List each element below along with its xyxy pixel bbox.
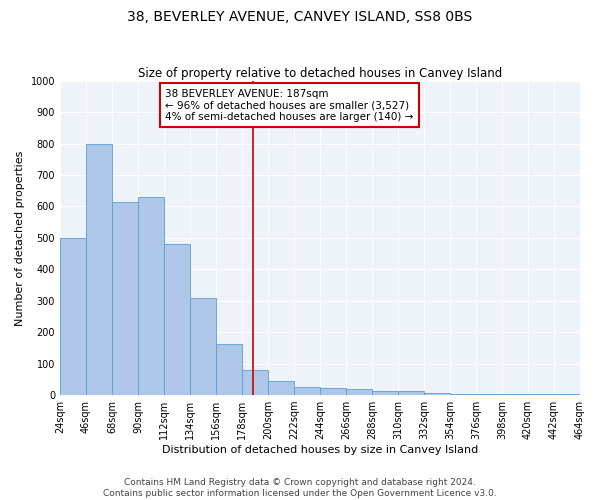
Bar xyxy=(138,197,164,395)
Bar xyxy=(372,391,398,395)
Bar xyxy=(112,202,138,395)
Bar xyxy=(398,392,424,395)
Bar xyxy=(294,387,320,395)
Bar xyxy=(502,394,528,395)
Bar xyxy=(320,388,346,395)
Text: Contains HM Land Registry data © Crown copyright and database right 2024.
Contai: Contains HM Land Registry data © Crown c… xyxy=(103,478,497,498)
Bar xyxy=(60,238,86,395)
Bar xyxy=(190,298,216,395)
Bar xyxy=(346,389,372,395)
Bar xyxy=(164,244,190,395)
Bar xyxy=(86,144,112,395)
Text: 38 BEVERLEY AVENUE: 187sqm
← 96% of detached houses are smaller (3,527)
4% of se: 38 BEVERLEY AVENUE: 187sqm ← 96% of deta… xyxy=(165,88,413,122)
Bar xyxy=(528,394,554,395)
Y-axis label: Number of detached properties: Number of detached properties xyxy=(15,150,25,326)
Bar xyxy=(476,394,502,395)
Title: Size of property relative to detached houses in Canvey Island: Size of property relative to detached ho… xyxy=(138,66,502,80)
Bar xyxy=(554,394,580,395)
Text: 38, BEVERLEY AVENUE, CANVEY ISLAND, SS8 0BS: 38, BEVERLEY AVENUE, CANVEY ISLAND, SS8 … xyxy=(127,10,473,24)
Bar xyxy=(424,393,450,395)
Bar xyxy=(216,344,242,395)
X-axis label: Distribution of detached houses by size in Canvey Island: Distribution of detached houses by size … xyxy=(162,445,478,455)
Bar xyxy=(242,370,268,395)
Bar xyxy=(268,380,294,395)
Bar xyxy=(450,394,476,395)
